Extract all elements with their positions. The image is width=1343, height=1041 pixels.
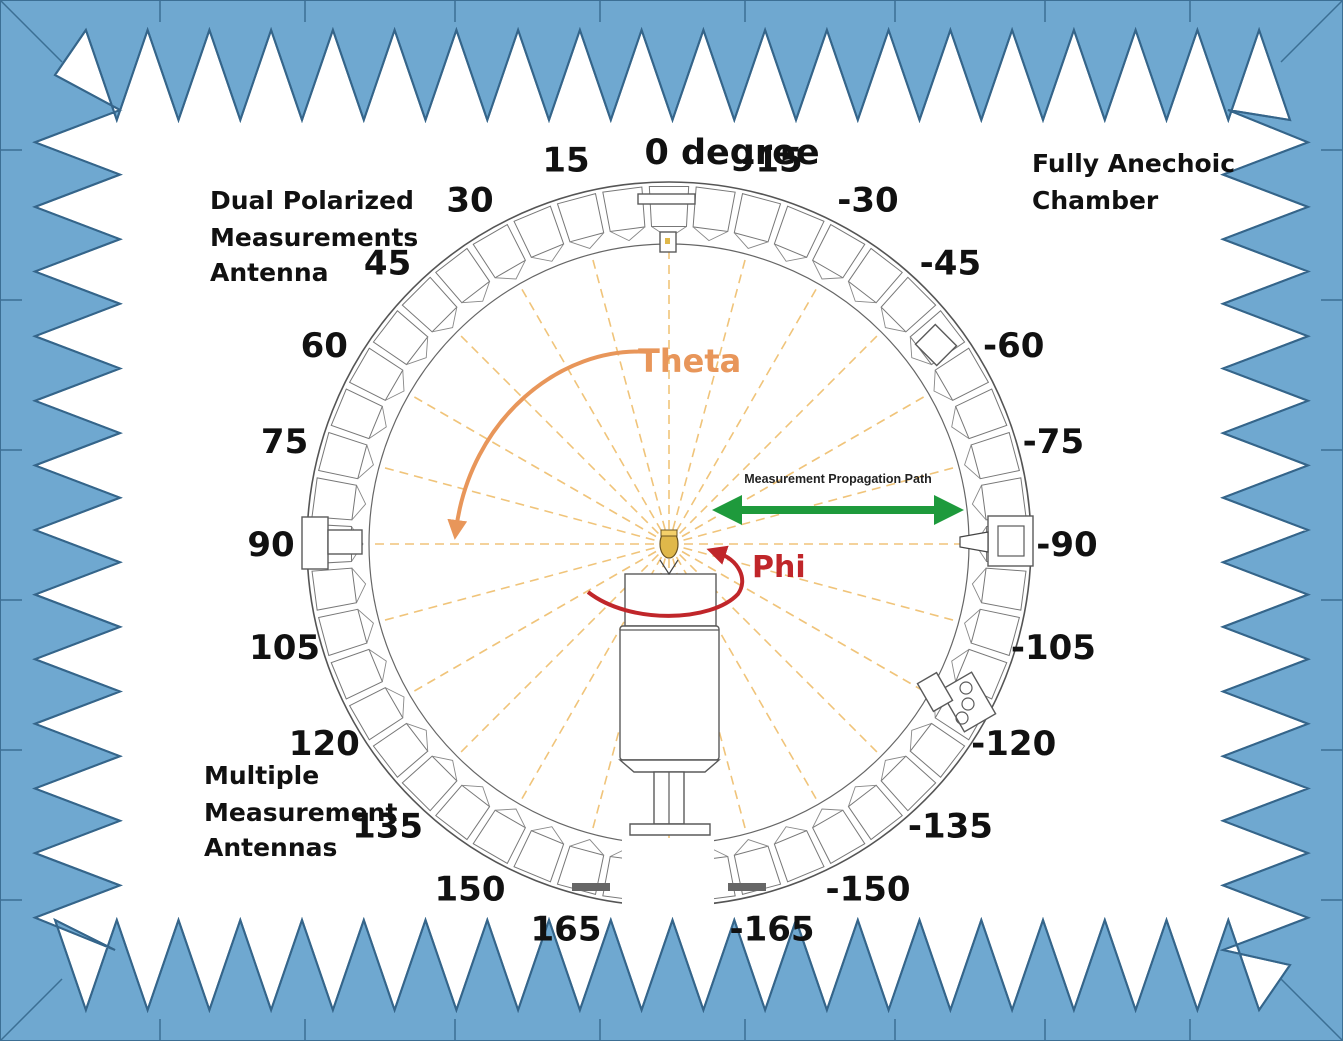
multi-antenna-label-line3: Antennas xyxy=(204,833,337,862)
bottom-mounts xyxy=(572,883,766,891)
angle-label: -15 xyxy=(741,141,802,181)
angle-label: 30 xyxy=(446,180,493,220)
angle-label: 75 xyxy=(261,422,308,462)
angle-label: -150 xyxy=(825,870,910,910)
phi-label: Phi xyxy=(752,550,806,585)
theta-label: Theta xyxy=(638,342,741,380)
positioner xyxy=(618,573,721,836)
phi-arrow xyxy=(586,545,745,618)
angle-labels: 15 -15 30 -30 45 -45 60 -60 75 -75 90 -90 105 -105 120… xyxy=(247,141,1097,950)
angle-label: -135 xyxy=(908,806,993,846)
angle-rays xyxy=(369,244,969,844)
left-antenna xyxy=(301,516,363,570)
dual-polarized-antenna xyxy=(959,515,1034,567)
angle-label: 135 xyxy=(352,806,423,846)
angle-label: 105 xyxy=(249,628,320,668)
angle-label: -60 xyxy=(983,326,1044,366)
propagation-path-label: Measurement Propagation Path xyxy=(744,472,932,486)
zero-degree-label: 0 degree xyxy=(644,133,819,173)
angle-label: -165 xyxy=(729,909,814,949)
dual-antenna-label-line1: Dual Polarized xyxy=(210,186,414,215)
angle-label: 90 xyxy=(247,525,294,565)
angle-label: -75 xyxy=(1023,422,1084,462)
chamber-label-line1: Fully Anechoic xyxy=(1032,149,1235,178)
chamber-label-line2: Chamber xyxy=(1032,186,1159,215)
angle-label: 45 xyxy=(364,244,411,284)
antenna-ring xyxy=(306,181,1032,910)
multi-antenna-label-line1: Multiple xyxy=(204,761,319,790)
angle-label: -30 xyxy=(837,180,898,220)
angle-label: 60 xyxy=(301,326,348,366)
upper-right-antenna xyxy=(914,323,958,367)
device-under-test xyxy=(659,529,679,576)
angle-label: 150 xyxy=(435,870,506,910)
dual-antenna-label-line3: Antenna xyxy=(210,258,329,287)
theta-arrow xyxy=(447,349,651,540)
dual-antenna-label-line2: Measurements xyxy=(210,223,418,252)
angle-label: -120 xyxy=(971,724,1056,764)
angle-label: -105 xyxy=(1011,628,1096,668)
angle-label: 120 xyxy=(289,724,360,764)
angle-label: -45 xyxy=(920,244,981,284)
multi-antenna-label-line2: Measurement xyxy=(204,798,397,827)
top-reference-antenna xyxy=(637,193,696,253)
angle-label: 165 xyxy=(531,909,602,949)
angle-label: 15 xyxy=(542,141,589,181)
propagation-path-arrow xyxy=(712,495,964,525)
angle-label: -90 xyxy=(1036,525,1097,565)
multiple-antenna-cluster xyxy=(916,671,997,733)
